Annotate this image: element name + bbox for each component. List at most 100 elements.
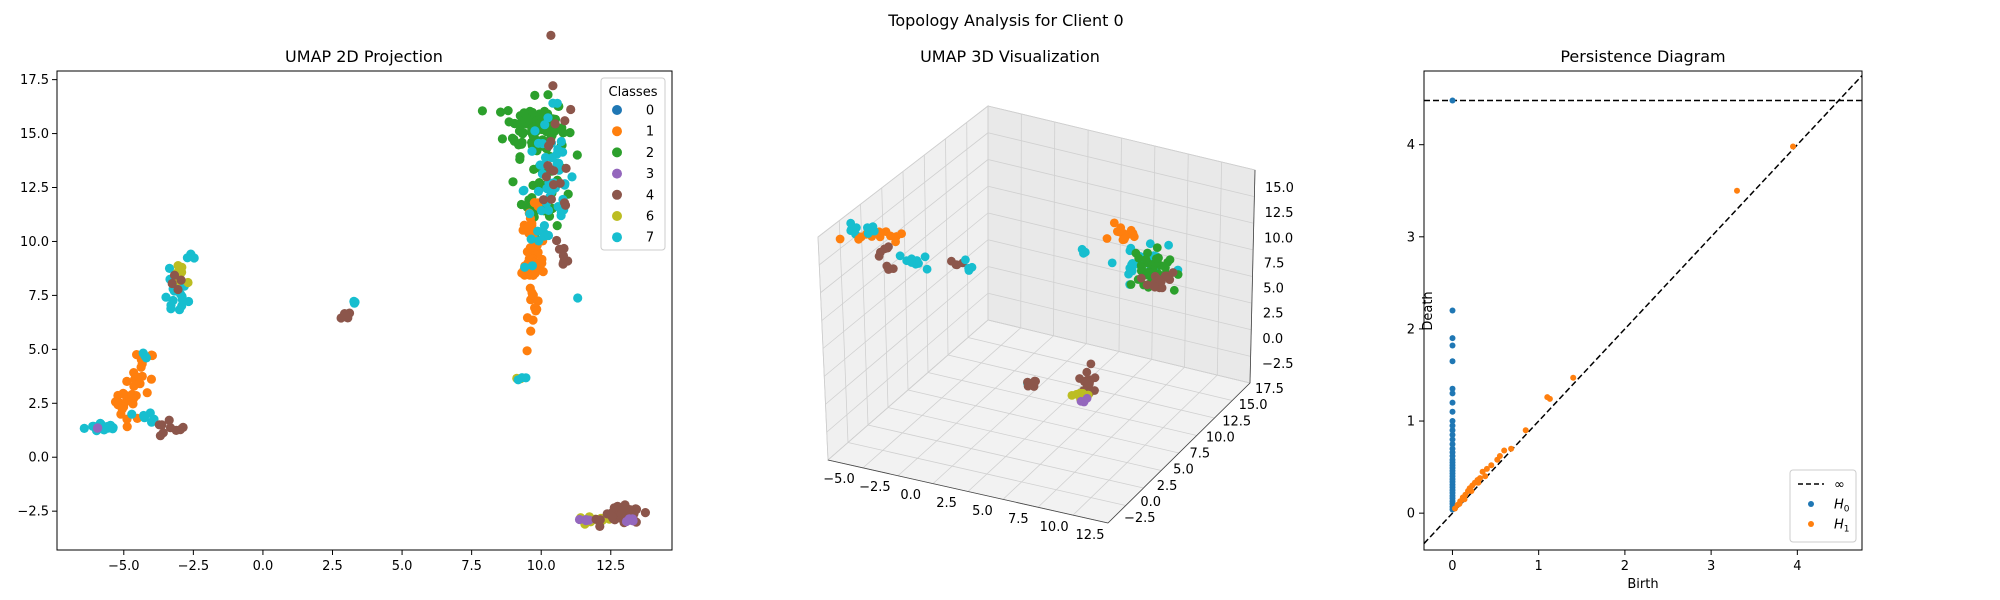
- umap-2d-x-ticks: −5.0 −2.5 0.0 2.5 5.0 7.5 10.0 12.5: [108, 550, 625, 574]
- umap-2d-point: [541, 172, 552, 182]
- legend-label-7: 7: [646, 231, 654, 246]
- persistence-xlabel: Birth: [1627, 577, 1658, 592]
- umap-2d-point: [550, 119, 560, 129]
- umap-2d-point: [530, 126, 540, 136]
- umap-2d-point: [527, 146, 537, 156]
- umap-3d-y-tick-label: 2.5: [1157, 479, 1178, 494]
- umap-3d-y-tick-label: 5.0: [1173, 463, 1194, 478]
- umap-2d-point: [340, 309, 350, 319]
- umap-2d-point: [548, 98, 558, 108]
- umap-2d-point: [526, 326, 536, 336]
- persistence-point-h0: [1449, 441, 1456, 448]
- umap-2d-point: [558, 147, 568, 157]
- umap-2d-point: [110, 397, 121, 407]
- umap-2d-point: [164, 415, 174, 425]
- umap-3d-point: [1082, 367, 1092, 377]
- persistence-point-h1: [1477, 475, 1483, 482]
- legend-marker-6: [612, 211, 622, 221]
- umap-2d-point: [572, 150, 582, 160]
- umap-3d-y-tick-label: 17.5: [1255, 382, 1284, 397]
- persistence-x-tick-label: 3: [1707, 559, 1715, 574]
- umap-2d-point: [158, 428, 168, 438]
- persistence-point-h1: [1734, 187, 1740, 194]
- umap-2d-point: [521, 113, 532, 123]
- umap-3d-point: [876, 247, 885, 257]
- umap-2d-point: [525, 243, 535, 253]
- umap-2d-point: [536, 206, 547, 216]
- legend-label-3: 3: [646, 167, 654, 182]
- umap-3d-point: [1145, 239, 1155, 249]
- umap-2d-title: UMAP 2D Projection: [285, 47, 443, 66]
- umap-3d-point: [1152, 243, 1162, 253]
- umap-2d-y-tick-label: 0.0: [28, 451, 49, 466]
- umap-2d-point: [530, 90, 540, 100]
- umap-3d-y-tick-label: −2.5: [1124, 511, 1156, 526]
- umap-2d-point: [161, 292, 171, 302]
- umap-2d-point: [518, 186, 528, 196]
- persistence-y-tick-label: 4: [1407, 138, 1415, 153]
- umap-2d-point: [146, 374, 156, 384]
- umap-2d-point: [548, 81, 558, 91]
- umap-2d-point: [515, 154, 525, 164]
- persistence-point-h0: [1449, 97, 1456, 104]
- umap-2d-point: [558, 251, 569, 261]
- umap-3d-z-tick-label: 12.5: [1265, 206, 1294, 221]
- umap-2d-points: [79, 30, 651, 532]
- umap-2d-point: [558, 128, 568, 138]
- persistence-point-h1: [1546, 395, 1553, 402]
- persistence-point-h0: [1449, 418, 1456, 424]
- umap-2d-point: [555, 178, 565, 188]
- umap-2d-point: [189, 253, 199, 263]
- legend-marker-H0: [1808, 501, 1814, 507]
- umap-2d-y-ticks: −2.5 0.0 2.5 5.0 7.5 10.0 12.5 15.0 17.5: [17, 73, 57, 520]
- umap-3d-point: [1141, 255, 1151, 264]
- umap-2d-point: [117, 404, 127, 414]
- umap-2d-point: [182, 253, 192, 263]
- umap-2d-point: [167, 278, 177, 289]
- umap-2d-x-tick-label: 0.0: [253, 559, 274, 574]
- umap-2d-point: [533, 138, 544, 148]
- umap-3d-point: [1134, 253, 1144, 263]
- umap-2d-point: [173, 261, 183, 271]
- umap-3d-point: [1149, 281, 1159, 291]
- persistence-x-tick-label: 0: [1448, 559, 1456, 574]
- umap-2d-y-tick-label: 12.5: [20, 181, 49, 196]
- umap-2d-point: [169, 270, 180, 280]
- umap-2d-x-tick-label: 5.0: [392, 559, 413, 574]
- umap-2d-point: [350, 297, 360, 307]
- umap-2d-point: [595, 521, 605, 532]
- umap-2d-point: [139, 410, 149, 421]
- umap-2d-point: [520, 262, 530, 272]
- umap-2d-point: [533, 296, 543, 306]
- umap-2d-point: [516, 120, 527, 130]
- umap-2d-point: [108, 424, 118, 434]
- persistence-point-h1: [1522, 427, 1529, 434]
- umap-2d-point: [166, 304, 176, 314]
- umap-3d-point: [846, 218, 856, 228]
- umap-2d-point: [477, 106, 487, 116]
- persistence-point-h1: [1475, 479, 1482, 486]
- umap-2d-point: [566, 104, 576, 115]
- umap-2d-point: [531, 306, 541, 316]
- persistence-point-h1: [1456, 500, 1463, 507]
- umap-3d-axes-lines: [827, 169, 1256, 524]
- umap-3d-x-tick-label: 5.0: [972, 504, 993, 519]
- umap-3d-point: [1109, 218, 1119, 228]
- umap-2d-point: [79, 423, 89, 433]
- umap-2d-point: [581, 515, 591, 525]
- umap-3d-z-tick-label: 15.0: [1265, 181, 1294, 196]
- umap-2d-point: [567, 172, 577, 182]
- umap-2d-point: [136, 362, 146, 372]
- umap-2d-x-tick-label: 2.5: [322, 559, 343, 574]
- umap-2d-point: [628, 516, 638, 526]
- legend-marker-0: [612, 105, 622, 115]
- umap-2d-point: [127, 409, 137, 419]
- umap-2d-point: [533, 186, 544, 196]
- persistence-point-h0: [1449, 436, 1456, 443]
- legend-marker-7: [612, 232, 622, 243]
- persistence-point-h0: [1449, 307, 1456, 314]
- umap-3d-y-tick-label: 10.0: [1206, 430, 1235, 445]
- umap-3d-point: [1067, 391, 1077, 400]
- umap-2d-y-tick-label: 17.5: [20, 73, 49, 88]
- umap-2d-x-tick-label: 12.5: [596, 559, 625, 574]
